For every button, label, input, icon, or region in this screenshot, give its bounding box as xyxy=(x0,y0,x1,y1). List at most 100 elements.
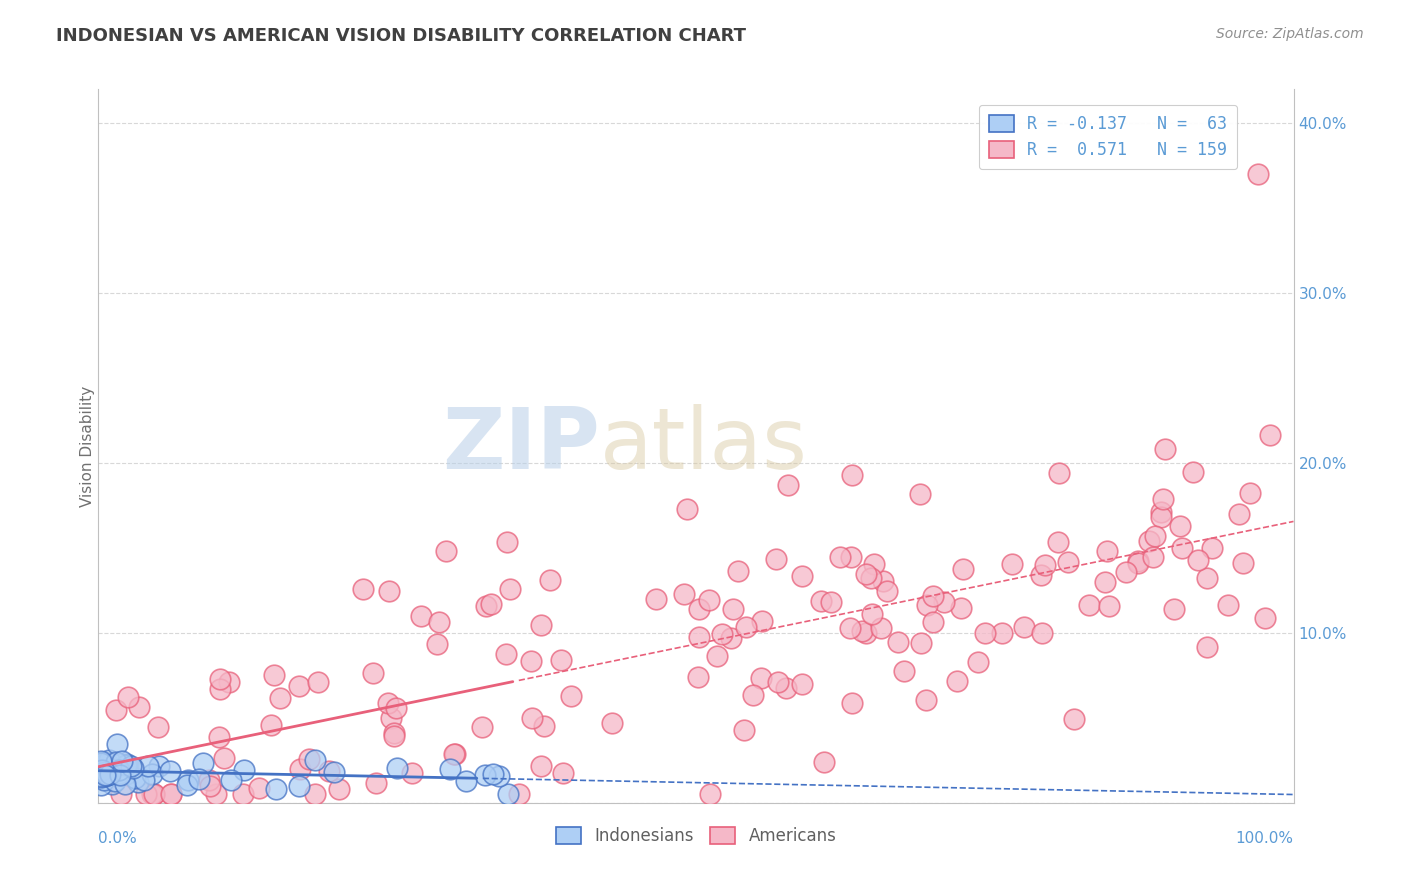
Point xyxy=(520,654,543,668)
Point xyxy=(105,737,128,751)
Point xyxy=(148,759,170,773)
Point xyxy=(908,487,931,501)
Point xyxy=(855,626,877,640)
Point xyxy=(307,675,329,690)
Point xyxy=(1150,510,1173,524)
Point xyxy=(991,626,1014,640)
Point xyxy=(921,589,943,603)
Point xyxy=(135,787,157,801)
Point xyxy=(530,618,553,632)
Point xyxy=(409,608,432,623)
Point xyxy=(191,756,214,770)
Point xyxy=(1126,554,1149,568)
Point xyxy=(820,595,842,609)
Point xyxy=(91,763,114,777)
Point xyxy=(1239,486,1261,500)
Point xyxy=(914,693,936,707)
Point xyxy=(117,690,139,704)
Point xyxy=(141,787,163,801)
Point xyxy=(973,625,995,640)
Point xyxy=(97,752,120,766)
Point xyxy=(143,787,166,801)
Point xyxy=(676,502,699,516)
Point xyxy=(114,764,136,778)
Point xyxy=(863,557,886,571)
Point xyxy=(876,583,898,598)
Point xyxy=(496,535,519,549)
Point xyxy=(869,621,891,635)
Point xyxy=(94,769,117,783)
Point xyxy=(104,774,127,789)
Point xyxy=(776,478,799,492)
Point xyxy=(851,624,873,638)
Point xyxy=(550,653,572,667)
Point xyxy=(742,688,765,702)
Point xyxy=(1031,567,1053,582)
Point xyxy=(233,764,256,778)
Point xyxy=(893,665,915,679)
Point xyxy=(1163,601,1185,615)
Text: 0.0%: 0.0% xyxy=(98,831,138,847)
Point xyxy=(94,769,117,783)
Point xyxy=(104,756,127,770)
Point xyxy=(733,723,755,738)
Point xyxy=(792,676,814,690)
Point xyxy=(208,730,231,744)
Point xyxy=(200,779,222,793)
Point xyxy=(120,759,142,773)
Point xyxy=(209,681,232,696)
Point xyxy=(380,711,402,725)
Point xyxy=(1187,553,1209,567)
Point xyxy=(304,787,326,801)
Text: Source: ZipAtlas.com: Source: ZipAtlas.com xyxy=(1216,27,1364,41)
Y-axis label: Vision Disability: Vision Disability xyxy=(80,385,94,507)
Point xyxy=(860,571,883,585)
Point xyxy=(749,671,772,685)
Legend: Indonesians, Americans: Indonesians, Americans xyxy=(548,820,844,852)
Point xyxy=(934,595,956,609)
Point xyxy=(93,772,115,787)
Point xyxy=(352,582,374,596)
Point xyxy=(560,689,582,703)
Point xyxy=(841,467,863,482)
Point xyxy=(288,780,311,794)
Point xyxy=(93,757,115,772)
Point xyxy=(720,632,742,646)
Point xyxy=(304,753,326,767)
Point xyxy=(90,770,112,784)
Point xyxy=(1137,533,1160,548)
Point xyxy=(1126,556,1149,570)
Point xyxy=(93,765,115,780)
Point xyxy=(110,768,132,782)
Point xyxy=(108,765,131,780)
Point xyxy=(1195,640,1218,654)
Point xyxy=(810,594,832,608)
Point xyxy=(93,760,115,774)
Point xyxy=(686,670,709,684)
Point xyxy=(136,759,159,773)
Point xyxy=(841,696,863,710)
Text: atlas: atlas xyxy=(600,404,808,488)
Point xyxy=(1056,556,1078,570)
Point xyxy=(105,703,128,717)
Point xyxy=(766,675,789,690)
Point xyxy=(247,781,270,796)
Point xyxy=(1098,599,1121,613)
Point xyxy=(1154,442,1177,456)
Point xyxy=(90,757,112,772)
Point xyxy=(128,700,150,714)
Point xyxy=(1095,544,1118,558)
Point xyxy=(91,758,114,772)
Point xyxy=(530,759,553,773)
Point xyxy=(382,729,405,743)
Point xyxy=(427,615,450,630)
Point xyxy=(1033,558,1056,573)
Point xyxy=(1063,712,1085,726)
Point xyxy=(260,718,283,732)
Point xyxy=(98,767,121,781)
Point xyxy=(93,755,115,769)
Point xyxy=(188,772,211,786)
Point xyxy=(444,747,467,761)
Point xyxy=(495,647,517,661)
Point xyxy=(1216,598,1239,612)
